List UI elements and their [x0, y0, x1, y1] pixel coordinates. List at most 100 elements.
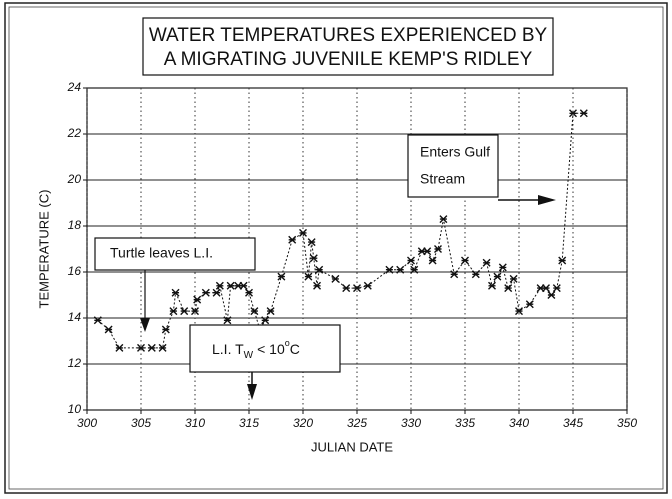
data-point	[299, 228, 307, 237]
data-point	[439, 215, 448, 224]
y-tick-label: 22	[67, 126, 82, 140]
outer-frame	[4, 2, 668, 494]
data-point	[498, 263, 507, 272]
annotation-part: o	[285, 338, 290, 348]
x-tick-label: 325	[347, 416, 367, 430]
data-point	[488, 281, 496, 290]
data-point	[493, 272, 502, 281]
data-point	[169, 307, 178, 316]
data-point	[396, 265, 405, 274]
inner-frame	[8, 6, 664, 490]
data-point	[161, 325, 170, 334]
data-point	[261, 316, 270, 325]
data-point	[504, 284, 513, 293]
data-point	[201, 288, 210, 297]
data-point	[542, 284, 550, 293]
y-axis-label: TEMPERATURE (C)	[36, 190, 51, 309]
data-point	[423, 247, 432, 256]
data-line	[97, 112, 584, 349]
x-axis-label: JULIAN DATE	[311, 439, 393, 454]
data-point	[93, 316, 102, 325]
y-tick-label: 24	[67, 80, 82, 94]
annotation-part: C	[290, 341, 300, 357]
data-point	[266, 307, 275, 316]
data-point	[407, 256, 415, 265]
title-box	[142, 17, 554, 76]
data-point	[226, 281, 235, 290]
annotation-box	[189, 324, 341, 373]
data-point	[147, 343, 156, 352]
data-point	[171, 288, 180, 297]
data-point	[331, 274, 340, 283]
data-point	[307, 238, 316, 247]
arrow-head	[140, 318, 150, 332]
chart-title: A MIGRATING JUVENILE KEMP'S RIDLEY	[164, 49, 533, 70]
x-tick-label: 340	[509, 416, 529, 430]
data-point	[277, 272, 286, 281]
data-point	[215, 281, 224, 290]
data-point	[180, 307, 189, 316]
annotation-part: < 10	[257, 341, 285, 357]
data-point	[569, 109, 577, 118]
annotation-box	[407, 134, 499, 198]
data-point	[342, 284, 351, 293]
data-point	[250, 307, 259, 316]
data-point	[461, 256, 469, 265]
x-tick-label: 305	[131, 416, 151, 430]
x-tick-label: 335	[455, 416, 475, 430]
data-point	[353, 284, 361, 293]
data-point	[428, 256, 437, 265]
annotation-text: L.I. TW < 10oC	[212, 338, 300, 360]
data-point	[309, 254, 318, 263]
data-point	[288, 235, 297, 244]
arrow-head	[538, 195, 556, 205]
data-point	[558, 256, 567, 265]
data-point	[552, 284, 561, 293]
annotation-part: W	[244, 350, 254, 361]
y-tick-label: 12	[68, 356, 82, 370]
annotation-part: L.I. T	[212, 341, 244, 357]
y-tick-label: 20	[67, 172, 82, 186]
x-tick-label: 320	[293, 416, 313, 430]
x-tick-label: 345	[563, 416, 583, 430]
data-point	[434, 245, 442, 253]
data-point	[515, 307, 523, 316]
data-point	[547, 291, 556, 299]
data-point	[191, 307, 199, 316]
arrow-head	[247, 384, 257, 400]
data-point	[385, 265, 394, 274]
x-tick-label: 350	[617, 416, 637, 430]
annotation-text: Enters Gulf	[420, 144, 490, 160]
data-point	[509, 274, 518, 283]
data-point	[450, 270, 459, 279]
data-point	[525, 300, 534, 309]
y-tick-label: 16	[68, 264, 82, 278]
chart-title: WATER TEMPERATURES EXPERIENCED BY	[149, 25, 548, 46]
x-tick-label: 330	[401, 416, 421, 430]
x-tick-label: 315	[239, 416, 259, 430]
y-tick-label: 14	[68, 310, 82, 324]
data-point	[137, 343, 145, 352]
data-point	[579, 109, 588, 118]
annotation-text: Turtle leaves L.I.	[110, 245, 213, 261]
data-point	[223, 316, 232, 325]
data-point	[104, 325, 113, 334]
data-point	[115, 343, 124, 352]
data-point	[193, 295, 202, 304]
data-point	[158, 343, 167, 352]
annotation-text: Stream	[420, 171, 465, 187]
data-point	[313, 281, 322, 290]
data-point	[315, 265, 324, 274]
data-point	[304, 272, 313, 281]
data-point	[239, 281, 248, 290]
data-point	[471, 270, 480, 279]
x-tick-label: 310	[185, 416, 205, 430]
data-point	[363, 281, 372, 290]
y-tick-label: 18	[68, 218, 82, 232]
data-point	[245, 288, 253, 297]
data-point	[482, 258, 491, 267]
annotation-box	[94, 237, 256, 271]
y-tick-label: 10	[68, 402, 82, 416]
x-tick-label: 300	[77, 416, 97, 430]
